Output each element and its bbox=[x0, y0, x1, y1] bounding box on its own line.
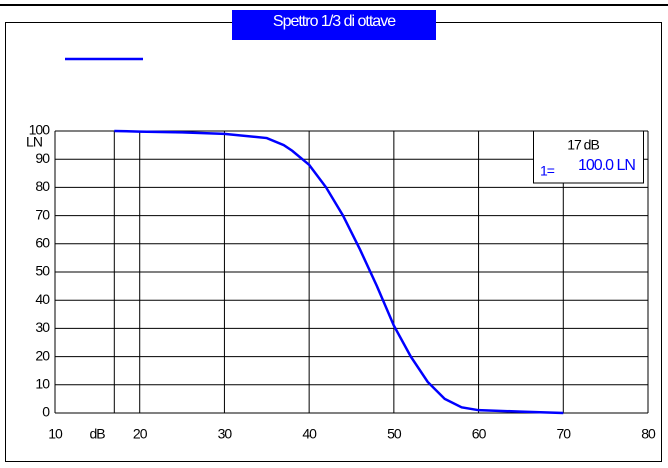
y-tick-label: 70 bbox=[35, 206, 50, 222]
y-tick-label: 60 bbox=[35, 235, 50, 251]
x-tick-label: 30 bbox=[218, 426, 233, 442]
x-tick-label: 40 bbox=[302, 426, 317, 442]
x-axis-label: dB bbox=[89, 426, 105, 442]
x-tick-label: 80 bbox=[641, 426, 656, 442]
y-tick-label: 0 bbox=[42, 404, 50, 420]
cursor-box bbox=[533, 130, 644, 184]
y-tick-label: 20 bbox=[35, 347, 50, 363]
y-axis-label: LN bbox=[26, 134, 42, 150]
title-box bbox=[232, 10, 436, 40]
x-tick-label: 50 bbox=[387, 426, 402, 442]
data-line bbox=[114, 129, 564, 415]
x-tick-label: 60 bbox=[472, 426, 487, 442]
cursor-x-text: 17 dB bbox=[567, 137, 599, 153]
cursor-index: 1= bbox=[540, 163, 555, 179]
chart-title: Spettro 1/3 di ottave bbox=[273, 13, 396, 30]
y-tick-label: 90 bbox=[35, 150, 50, 166]
y-tick-label: 80 bbox=[35, 178, 50, 194]
y-tick-label: 10 bbox=[35, 376, 50, 392]
y-tick-label: 30 bbox=[35, 319, 50, 335]
x-tick-label: 10 bbox=[48, 426, 63, 442]
y-tick-label: 100 bbox=[29, 122, 51, 138]
y-tick-label: 40 bbox=[35, 291, 50, 307]
y-tick-label: 50 bbox=[35, 263, 50, 279]
cursor-value: 100.0 LN bbox=[578, 157, 635, 174]
x-tick-label: 20 bbox=[133, 426, 148, 442]
x-tick-label: 70 bbox=[556, 426, 571, 442]
